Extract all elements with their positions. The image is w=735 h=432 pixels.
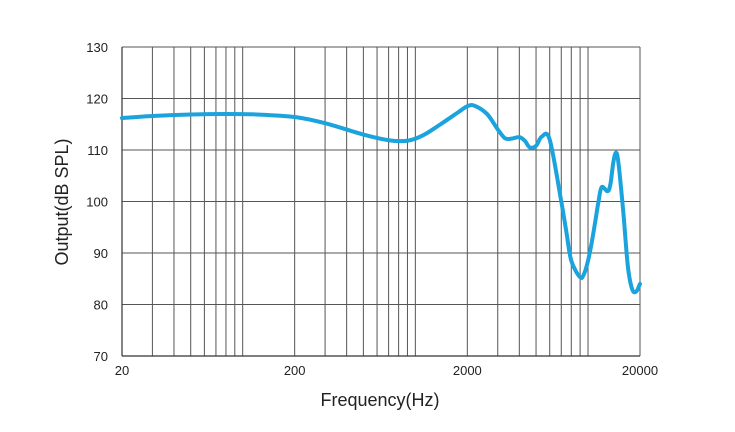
x-tick-label: 20	[115, 363, 129, 378]
series-layer	[120, 103, 642, 295]
y-tick-label: 100	[86, 195, 108, 210]
x-axis-title: Frequency(Hz)	[320, 390, 439, 410]
y-tick-label: 110	[87, 143, 108, 158]
x-tick-label: 2000	[453, 363, 482, 378]
axes	[121, 47, 640, 357]
y-tick-label: 120	[86, 92, 108, 107]
y-axis-title: Output(dB SPL)	[52, 138, 72, 265]
grid	[121, 46, 641, 357]
y-tick-label: 70	[94, 349, 108, 364]
tick-labels: 70 80 90 100 110 120 130 20 200 2000 20000	[86, 40, 658, 378]
y-tick-label: 90	[94, 246, 108, 261]
x-tick-label: 20000	[622, 363, 658, 378]
series-line-frequency-response	[120, 103, 642, 295]
y-tick-label: 80	[94, 298, 108, 313]
x-tick-label: 200	[284, 363, 306, 378]
y-tick-label: 130	[86, 40, 108, 55]
